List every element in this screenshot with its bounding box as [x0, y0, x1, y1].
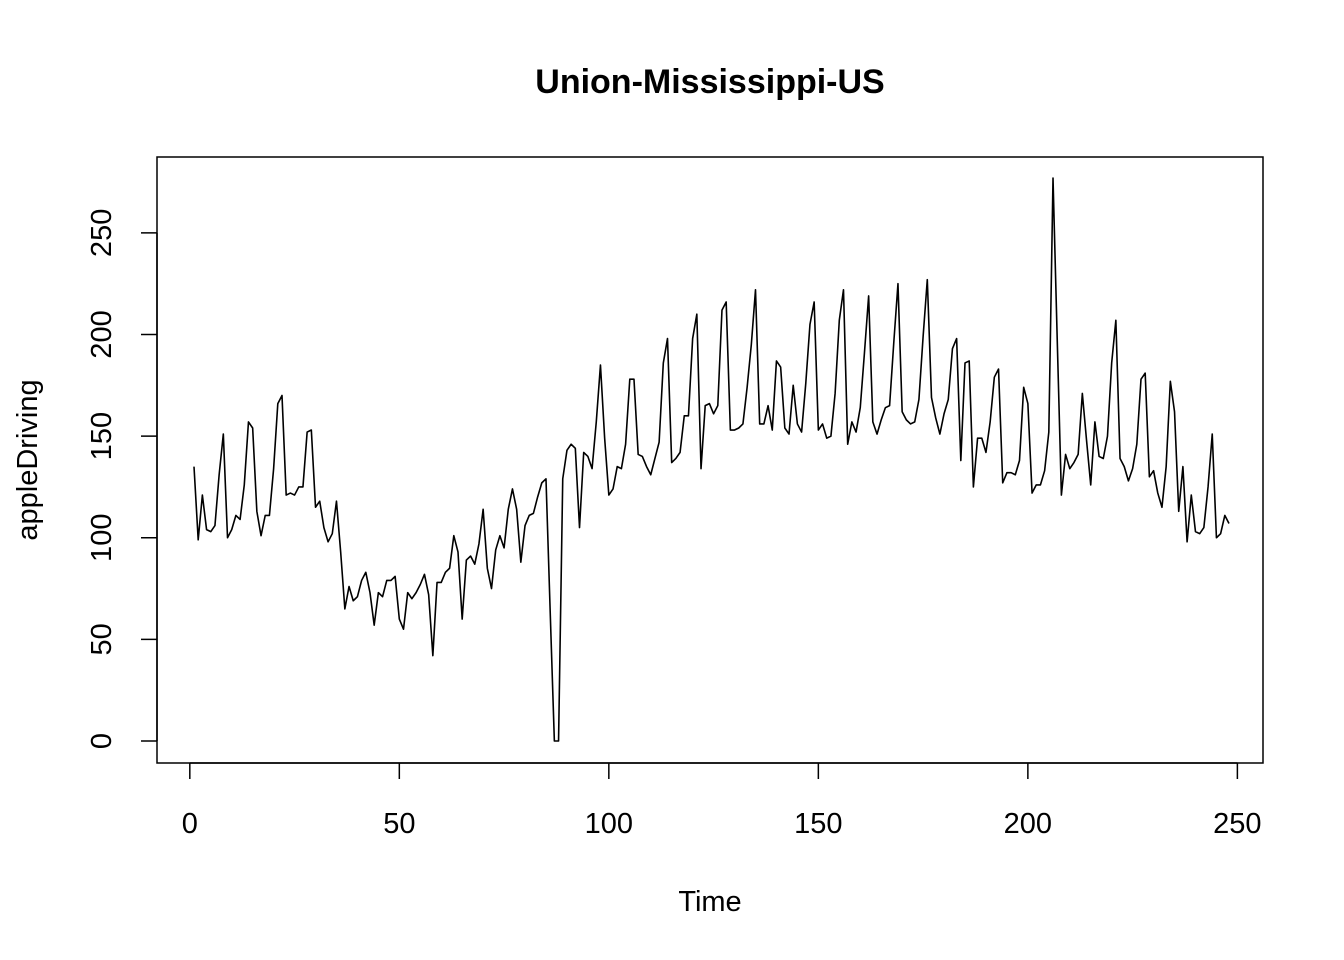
y-tick-label: 250 [86, 209, 118, 257]
y-tick-label: 50 [86, 623, 118, 655]
y-tick-label: 100 [86, 514, 118, 562]
chart-title: Union-Mississippi-US [535, 63, 884, 101]
x-tick-label: 200 [1004, 808, 1052, 840]
x-tick-label: 100 [585, 808, 633, 840]
y-tick-label: 200 [86, 310, 118, 358]
x-tick-label: 0 [182, 808, 198, 840]
x-axis: 0 50 100 150 200 250 [182, 762, 1262, 840]
series-line [193, 177, 1230, 742]
y-axis: 0 50 100 150 200 250 [86, 209, 158, 749]
x-tick-label: 150 [794, 808, 842, 840]
x-axis-label: Time [678, 886, 741, 918]
y-tick-label: 150 [86, 412, 118, 460]
y-tick-label: 0 [86, 733, 118, 749]
x-tick-label: 50 [383, 808, 415, 840]
x-tick-label: 250 [1213, 808, 1261, 840]
y-axis-label: appleDriving [12, 379, 44, 540]
